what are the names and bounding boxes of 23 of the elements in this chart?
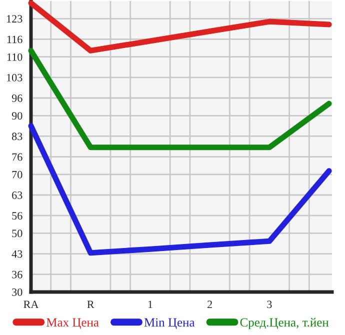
y-tick-label: 70 (12, 170, 22, 178)
x-tick-label: RA (24, 300, 39, 308)
x-tick-label: 2 (208, 300, 212, 308)
y-tick-label: 76 (12, 153, 22, 161)
legend-label: Max Цена (46, 318, 99, 330)
legend-label: Сред.Цена, т.йен (240, 318, 329, 330)
y-tick-label: 56 (12, 212, 22, 220)
y-tick-label: 96 (12, 94, 22, 102)
y-tick-label: 43 (12, 250, 22, 258)
y-tick-label: 83 (12, 132, 22, 140)
x-tick-label: 3 (267, 300, 272, 308)
y-tick-label: 116 (7, 36, 22, 44)
y-tick-label: 103 (6, 74, 22, 82)
y-tick-label: 50 (12, 230, 22, 238)
y-tick-label: 90 (12, 112, 22, 120)
x-tick-label: 1 (148, 300, 152, 308)
y-tick-label: 30 (12, 288, 22, 296)
y-tick-label: 110 (7, 53, 22, 61)
legend-label: Min Цена (144, 318, 195, 330)
y-tick-label: 63 (12, 191, 22, 199)
y-tick-label: 36 (12, 270, 22, 278)
y-tick-label: 123 (6, 15, 22, 23)
x-tick-label: R (87, 300, 94, 308)
